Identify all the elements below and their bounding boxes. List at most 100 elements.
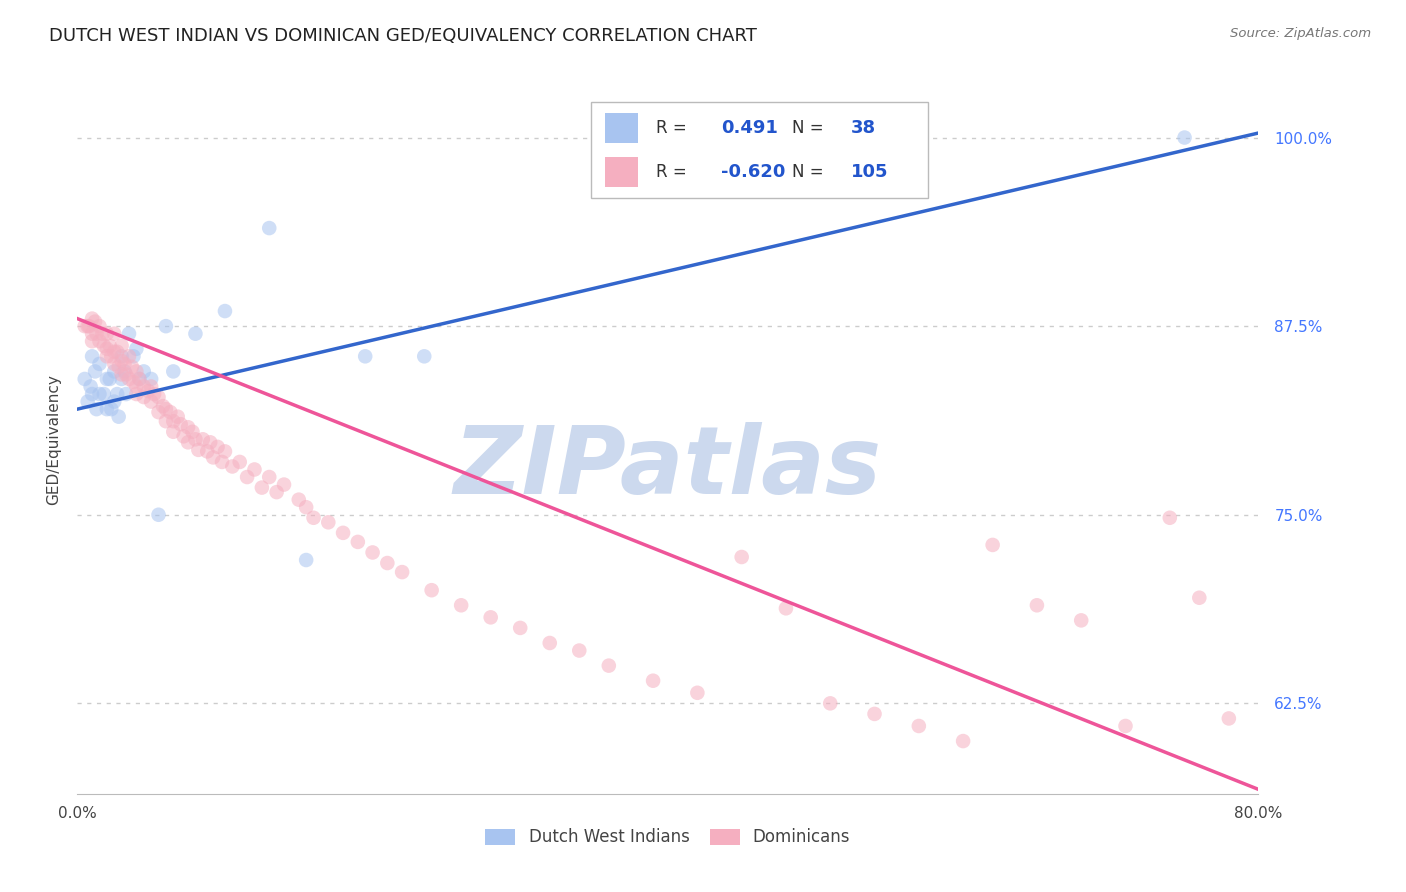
Point [128,372,150,386]
Point [121,359,143,374]
Text: 38: 38 [851,120,876,137]
FancyBboxPatch shape [591,103,928,198]
Point [195,444,218,458]
Point [89,357,111,371]
Point [1026,599,1049,613]
Point [96,342,118,356]
Point [96,349,118,363]
Point [128,372,150,386]
Text: 0.491: 0.491 [721,120,778,137]
Point [148,405,170,419]
Point [266,485,288,500]
Point [354,349,377,363]
Point [141,379,163,393]
Point [82,311,104,326]
Point [132,390,155,404]
Point [775,601,797,615]
Point [96,326,118,341]
Point [100,349,122,363]
Point [115,368,138,382]
Point [166,409,188,424]
Point [162,364,184,378]
Point [148,508,170,522]
Point [162,425,184,439]
Point [111,372,132,386]
Point [413,349,436,363]
Point [273,477,295,491]
Point [187,442,209,457]
Point [105,344,128,359]
Point [211,455,233,469]
Point [731,549,754,564]
Point [295,553,318,567]
Text: Source: ZipAtlas.com: Source: ZipAtlas.com [1230,27,1371,40]
Point [114,364,136,378]
Point [200,435,222,450]
Point [76,319,98,334]
Point [236,470,259,484]
Point [132,364,155,378]
Point [155,319,177,334]
Point [450,599,472,613]
Point [184,432,207,446]
Point [259,470,281,484]
Point [243,462,266,476]
Point [84,364,107,378]
Point [820,697,842,711]
Point [173,429,195,443]
Point [111,354,132,368]
Point [118,349,141,363]
FancyBboxPatch shape [605,158,638,187]
Point [1188,591,1211,605]
Point [105,387,128,401]
Point [115,387,138,401]
Point [159,405,181,419]
Legend: Dutch West Indians, Dominicans: Dutch West Indians, Dominicans [478,822,858,853]
Point [125,379,148,393]
Point [598,658,620,673]
Point [981,538,1004,552]
Point [118,326,141,341]
Point [259,221,281,235]
Point [332,525,354,540]
Point [96,372,118,386]
Point [136,384,159,398]
Point [1070,613,1092,627]
Point [82,387,104,401]
Point [93,339,115,353]
Point [302,510,325,524]
Point [181,425,204,439]
Point [377,556,399,570]
Point [288,492,311,507]
Point [111,368,132,382]
Point [361,545,384,559]
Text: R =: R = [657,163,692,181]
Point [103,344,125,359]
Point [76,394,98,409]
Point [221,459,243,474]
Point [86,326,108,341]
Point [141,372,163,386]
Point [228,455,252,469]
Point [79,379,101,393]
Y-axis label: GED/Equivalency: GED/Equivalency [45,374,60,505]
Point [155,414,177,428]
Point [82,326,104,341]
Text: N =: N = [792,163,828,181]
Point [125,342,148,356]
Text: R =: R = [657,120,692,137]
Point [1159,510,1181,524]
Text: -0.620: -0.620 [721,163,786,181]
Point [1114,719,1136,733]
Point [908,719,931,733]
Point [98,372,121,386]
Point [103,394,125,409]
Point [1263,706,1285,721]
Point [250,481,273,495]
Point [177,435,200,450]
Point [214,304,236,318]
Point [86,402,108,417]
Point [82,334,104,349]
Point [346,535,368,549]
Point [103,326,125,341]
